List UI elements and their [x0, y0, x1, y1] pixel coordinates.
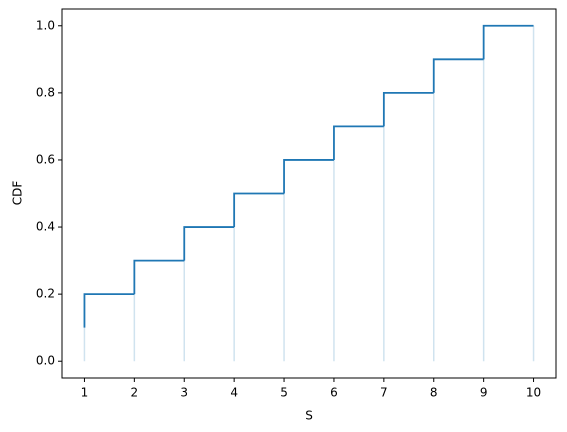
x-tick-label: 1 [81, 386, 89, 400]
step-segment [183, 226, 235, 261]
y-tick-label: 1.0 [36, 18, 55, 32]
y-tick-label: 0.8 [36, 85, 55, 99]
y-tick-label: 0.0 [36, 354, 55, 368]
step-segment [432, 58, 484, 93]
x-tick-label: 7 [380, 386, 388, 400]
x-tick-label: 6 [330, 386, 338, 400]
plot-frame [61, 8, 557, 379]
x-tick-label: 10 [526, 386, 541, 400]
y-tick-label: 0.2 [36, 287, 55, 301]
step-segment [382, 91, 434, 127]
step-segment [482, 24, 534, 60]
step-segment [283, 159, 334, 194]
x-tick-label: 2 [131, 386, 139, 400]
step-segment [133, 259, 185, 295]
step-segment [333, 125, 384, 160]
x-axis-label: S [305, 409, 313, 423]
y-tick-label: 0.4 [36, 220, 55, 234]
y-tick-label: 0.6 [36, 152, 55, 166]
x-tick-label: 8 [430, 386, 438, 400]
x-tick-label: 3 [180, 386, 188, 400]
x-tick-label: 4 [230, 386, 238, 400]
x-tick-label: 5 [280, 386, 288, 400]
x-tick-label: 9 [480, 386, 488, 400]
step-segment [83, 293, 135, 328]
step-segment [233, 192, 285, 228]
y-axis-label: CDF [11, 181, 25, 206]
